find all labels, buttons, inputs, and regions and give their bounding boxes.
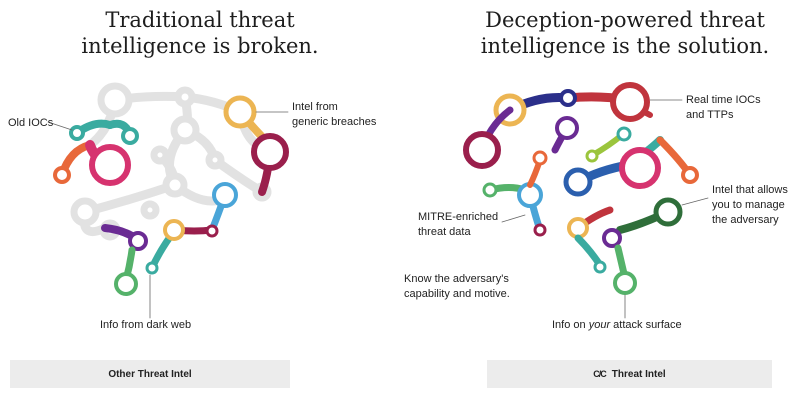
right-brain-diagram (463, 82, 709, 319)
label-know-line2: capability and motive. (404, 288, 510, 300)
left-title: Traditional threat intelligence is broke… (35, 7, 365, 59)
label-manage-line2: you to manage (712, 199, 785, 211)
label-know-adversary: Know the adversary's capability and moti… (404, 272, 510, 302)
left-pink-node (89, 144, 131, 186)
left-green-node (114, 272, 138, 296)
right-green-node (613, 271, 637, 295)
label-intel-generic: Intel from generic breaches (292, 100, 376, 130)
label-manage: Intel that allows you to manage the adve… (712, 183, 788, 228)
right-orange-node (681, 166, 699, 184)
left-yellow-node (223, 95, 257, 129)
label-realtime-line2: and TTPs (686, 109, 734, 121)
left-orange-node (53, 166, 71, 184)
footer-threat-intel: C/C Threat Intel (487, 360, 772, 388)
right-royal-node (563, 167, 593, 197)
right-pink-node (619, 147, 661, 189)
right-maroon-node (463, 131, 501, 169)
cc-logo-icon: C/C (593, 369, 606, 379)
label-attack-surface: Info on your attack surface (552, 318, 682, 333)
left-blue-node (212, 182, 238, 208)
left-teal-node (69, 125, 85, 141)
right-title-line1: Deception-powered threat (485, 8, 765, 32)
left-title-line1: Traditional threat (105, 8, 295, 32)
label-mitre-line2: threat data (418, 226, 471, 238)
label-old-iocs: Old IOCs (8, 117, 54, 129)
footer-left-label: Other Threat Intel (108, 368, 192, 380)
label-realtime-line1: Real time IOCs (686, 94, 761, 106)
label-attack-pre: Info on (552, 319, 589, 331)
label-manage-line1: Intel that allows (712, 184, 788, 196)
label-attack-em: your (588, 319, 611, 331)
right-purple-node (555, 116, 579, 140)
label-attack-post: attack surface (610, 319, 682, 331)
label-realtime: Real time IOCs and TTPs (686, 93, 761, 123)
label-intel-generic-line2: generic breaches (292, 116, 377, 128)
right-lime-node (585, 149, 599, 163)
right-title-line2: intelligence is the solution. (480, 34, 770, 58)
right-darkgreen-node (653, 197, 683, 227)
footer-other-threat-intel: Other Threat Intel (10, 360, 290, 388)
label-know-line1: Know the adversary's (404, 273, 509, 285)
footer-right-label: Threat Intel (611, 368, 666, 380)
label-mitre-line1: MITRE-enriched (418, 211, 499, 223)
label-intel-generic-line1: Intel from (292, 101, 338, 113)
left-title-line2: intelligence is broken. (81, 34, 319, 58)
label-manage-line3: the adversary (712, 214, 779, 226)
left-purple-node (128, 231, 148, 251)
label-mitre: MITRE-enriched threat data (418, 210, 498, 240)
right-red-node (610, 82, 650, 122)
right-title: Deception-powered threat intelligence is… (455, 7, 795, 59)
label-dark-web: Info from dark web (100, 319, 192, 331)
left-maroon-node (251, 133, 289, 171)
